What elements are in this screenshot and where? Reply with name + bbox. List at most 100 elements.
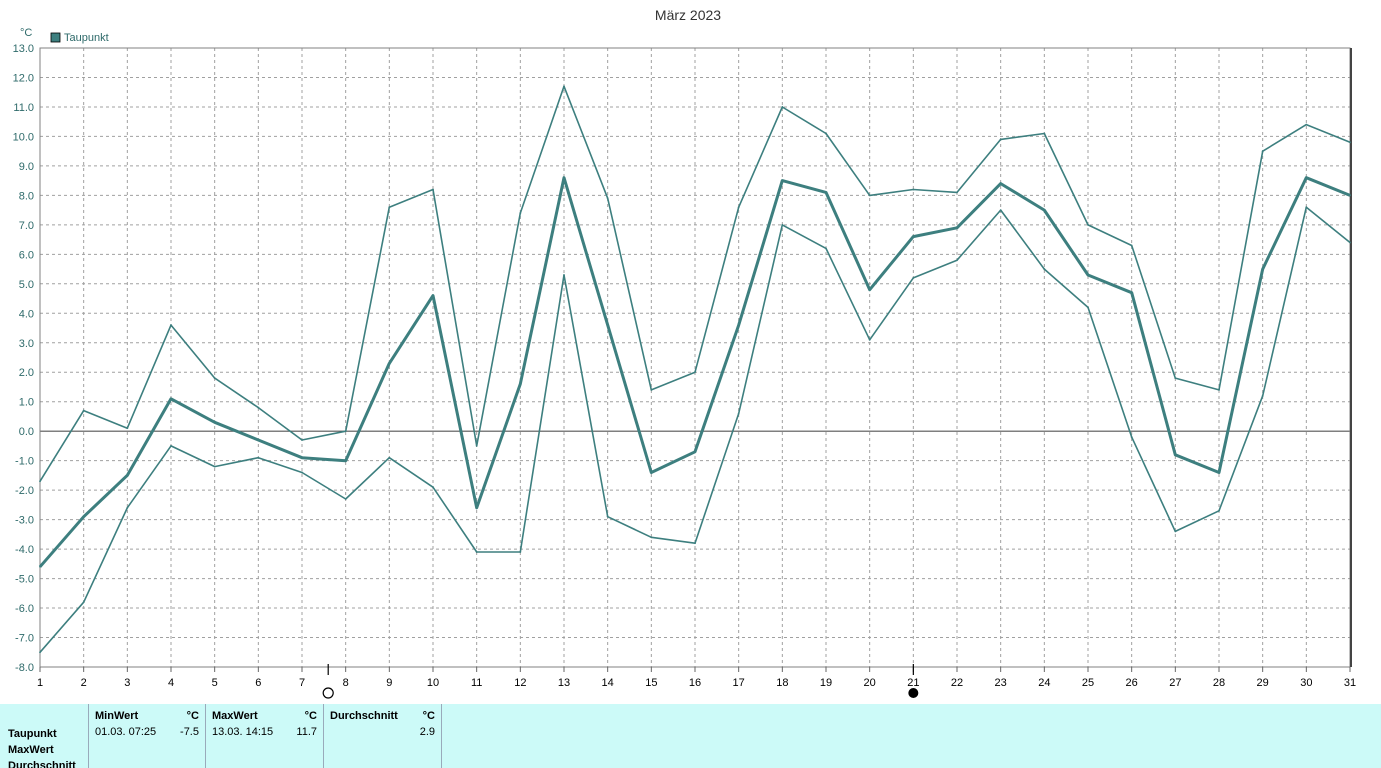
min-value: -7.5 xyxy=(180,726,199,738)
point-max xyxy=(519,212,522,214)
avg-value: 2.9 xyxy=(419,726,435,738)
x-tick-label: 6 xyxy=(255,677,261,689)
x-tick-label: 24 xyxy=(1038,677,1050,689)
point-avg xyxy=(1087,274,1089,276)
point-avg xyxy=(1261,268,1264,270)
point-max xyxy=(1305,123,1308,126)
point-max xyxy=(737,206,740,209)
point-avg xyxy=(170,397,172,400)
point-avg xyxy=(825,191,827,194)
y-tick-label: 12.0 xyxy=(13,72,34,84)
point-max xyxy=(781,106,784,108)
x-tick-label: 9 xyxy=(386,677,392,689)
point-min xyxy=(1130,436,1133,438)
point-max xyxy=(1218,389,1220,391)
point-max xyxy=(912,188,915,191)
max-value: 11.7 xyxy=(296,726,317,738)
avg-header: Durchschnitt xyxy=(330,710,398,722)
point-min xyxy=(825,247,827,250)
y-tick-label: 11.0 xyxy=(13,102,34,114)
point-min xyxy=(1043,268,1046,270)
point-max xyxy=(956,191,958,194)
x-tick-label: 1 xyxy=(37,677,43,689)
full-moon-icon xyxy=(322,687,334,699)
point-avg xyxy=(257,439,260,441)
point-min xyxy=(606,515,609,518)
point-avg xyxy=(126,474,129,477)
point-avg xyxy=(344,459,347,462)
point-min xyxy=(737,412,740,415)
row-label-durchschnitt: Durchschnitt xyxy=(8,760,76,768)
x-tick-label: 8 xyxy=(343,677,349,689)
point-min xyxy=(694,542,696,545)
point-max xyxy=(825,132,827,135)
x-tick-label: 3 xyxy=(124,677,130,689)
point-max xyxy=(301,439,303,441)
point-avg xyxy=(1349,194,1351,197)
x-tick-label: 31 xyxy=(1344,677,1356,689)
point-avg xyxy=(432,294,434,297)
point-min xyxy=(432,486,434,489)
x-tick-label: 16 xyxy=(689,677,701,689)
x-tick-label: 26 xyxy=(1126,677,1138,689)
y-tick-label: -4.0 xyxy=(15,544,34,556)
point-min xyxy=(388,456,391,459)
y-tick-label: -5.0 xyxy=(15,574,34,586)
point-max xyxy=(1349,141,1351,144)
point-min xyxy=(781,223,784,226)
y-tick-label: -6.0 xyxy=(15,603,34,615)
x-tick-label: 12 xyxy=(514,677,526,689)
point-avg xyxy=(388,362,391,365)
x-tick-label: 17 xyxy=(733,677,745,689)
y-tick-label: 3.0 xyxy=(19,338,34,350)
x-tick-label: 19 xyxy=(820,677,832,689)
point-avg xyxy=(519,383,522,385)
y-axis: 13.0 12.0 11.0 10.0 9.0 8.0 7.0 6.0 5.0 4.0 3.0 2.0… xyxy=(13,43,34,674)
y-tick-label: 8.0 xyxy=(19,190,34,202)
y-tick-label: -8.0 xyxy=(15,662,34,674)
y-tick-label: 10.0 xyxy=(13,131,34,143)
avg-panel: Durchschnitt °C 2.9 xyxy=(323,704,442,768)
point-max xyxy=(126,427,129,430)
point-min xyxy=(344,498,347,500)
point-avg xyxy=(781,179,784,182)
point-min xyxy=(475,551,478,553)
y-tick-label: 9.0 xyxy=(19,161,34,173)
point-avg xyxy=(956,226,958,229)
y-tick-label: 5.0 xyxy=(19,279,34,291)
x-tick-label: 13 xyxy=(558,677,570,689)
stats-row-labels: Taupunkt MaxWert Durchschnitt xyxy=(8,726,76,768)
row-label-taupunkt: Taupunkt xyxy=(8,728,57,740)
x-tick-label: 27 xyxy=(1169,677,1181,689)
legend-swatch xyxy=(50,32,61,43)
y-tick-label: 1.0 xyxy=(19,397,34,409)
point-avg xyxy=(650,471,653,474)
point-min xyxy=(1087,306,1089,309)
point-min xyxy=(956,259,958,262)
x-tick-label: 14 xyxy=(602,677,614,689)
max-unit: °C xyxy=(304,710,317,722)
point-max xyxy=(1043,132,1046,135)
x-tick-label: 20 xyxy=(864,677,876,689)
x-tick-label: 28 xyxy=(1213,677,1225,689)
point-min xyxy=(301,471,303,474)
point-avg xyxy=(1305,176,1308,179)
max-panel: MaxWert °C 13.03. 14:15 11.7 xyxy=(205,704,324,768)
point-min xyxy=(868,338,871,341)
max-when: 13.03. 14:15 xyxy=(212,726,274,738)
point-avg xyxy=(563,176,565,179)
point-avg xyxy=(1218,471,1220,474)
point-avg xyxy=(82,515,85,518)
x-tick-label: 23 xyxy=(995,677,1007,689)
point-avg xyxy=(868,288,871,291)
point-max xyxy=(650,389,653,391)
x-tick-label: 10 xyxy=(427,677,439,689)
point-min xyxy=(999,209,1002,212)
point-avg xyxy=(912,235,915,238)
x-tick-label: 18 xyxy=(776,677,788,689)
point-max xyxy=(868,194,871,197)
x-tick-label: 22 xyxy=(951,677,963,689)
point-avg xyxy=(1130,291,1133,294)
x-tick-label: 25 xyxy=(1082,677,1094,689)
x-tick-label: 5 xyxy=(212,677,218,689)
